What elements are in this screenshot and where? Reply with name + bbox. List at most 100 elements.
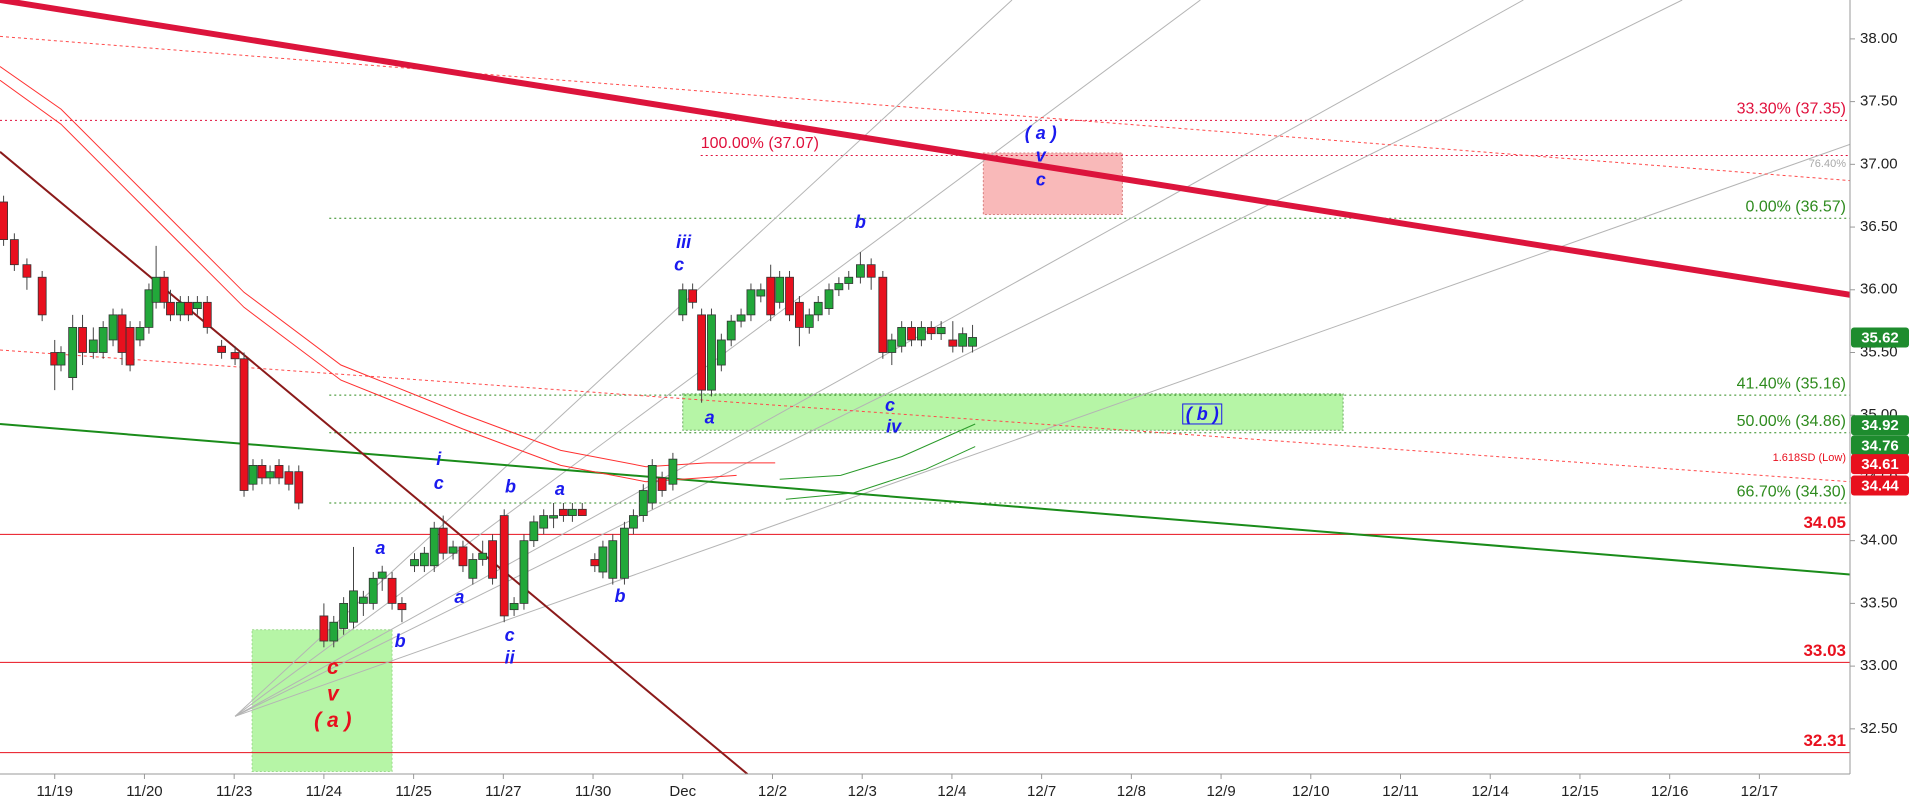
candle-body: [248, 465, 258, 485]
candle-body: [68, 327, 78, 378]
wave-label: c: [674, 255, 684, 275]
candle-body: [620, 527, 629, 579]
x-tick-label: 12/7: [1027, 783, 1056, 800]
candle-body: [878, 276, 888, 353]
fib-label: 41.40% (35.16): [1737, 375, 1846, 392]
candle-body: [339, 602, 349, 629]
y-tick-label: 37.00: [1860, 155, 1898, 172]
candle-body: [184, 301, 193, 316]
candle-body: [638, 490, 648, 516]
candle-body: [509, 602, 519, 611]
small-label: 1.618SD (Low): [1773, 452, 1846, 464]
price-tag-label: 34.61: [1861, 456, 1899, 473]
candle-body: [697, 314, 707, 391]
wave-label-box: [1182, 403, 1223, 425]
candle-body: [257, 465, 267, 479]
price-tag-label: 34.76: [1861, 437, 1899, 454]
candle-body: [844, 276, 854, 284]
wave-label: iv: [886, 417, 902, 437]
candle-body: [410, 559, 419, 567]
candle-body: [539, 515, 549, 529]
candle-body: [794, 301, 804, 328]
price-tag: [1851, 415, 1909, 436]
price-tag: [1851, 475, 1909, 496]
candle-body: [98, 327, 108, 353]
wave-label: b: [395, 631, 406, 651]
candle-body: [438, 527, 448, 554]
wave-label: b: [505, 477, 516, 497]
candle-body: [968, 337, 977, 347]
x-tick-label: 11/25: [395, 783, 431, 800]
candle-body: [688, 289, 698, 303]
candle-body: [936, 327, 946, 335]
x-tick-label: 12/15: [1561, 783, 1599, 800]
candle-body: [707, 314, 716, 391]
candle-body: [192, 301, 202, 309]
candle-body: [397, 602, 407, 611]
candle-body: [135, 327, 145, 341]
candle-body: [159, 276, 169, 303]
candle-body: [785, 276, 794, 316]
x-tick-label: 12/3: [848, 783, 877, 800]
wave-label: c: [327, 656, 339, 679]
candle-body: [590, 559, 600, 567]
candle-body: [488, 540, 497, 579]
wave-label: i: [436, 449, 442, 469]
candle-body: [294, 471, 304, 504]
y-tick-label: 36.50: [1860, 218, 1898, 235]
zone: [251, 629, 393, 772]
y-tick-label: 38.00: [1860, 30, 1898, 47]
wave-label: a: [705, 408, 715, 428]
candle-body: [813, 301, 823, 316]
price-tag-label: 35.62: [1861, 329, 1899, 346]
support-label: 32.31: [1803, 731, 1846, 750]
wave-label: a: [454, 587, 464, 607]
wave-label: ( b ): [1186, 404, 1219, 424]
candle-body: [478, 552, 488, 560]
wave-label: b: [614, 586, 625, 606]
candle-body: [468, 559, 478, 579]
candle-body: [117, 314, 127, 353]
price-tag: [1851, 327, 1909, 348]
y-tick-label: 32.50: [1860, 720, 1898, 737]
candle-body: [856, 264, 865, 278]
candle-body: [108, 314, 118, 341]
wave-label: c: [885, 395, 895, 415]
x-tick-label: 12/2: [758, 783, 787, 800]
small-label: 76.40%: [1809, 158, 1847, 170]
candle-body: [265, 471, 275, 479]
price-tag-label: 34.92: [1861, 417, 1899, 434]
x-tick-label: 11/27: [485, 783, 521, 800]
candle-body: [917, 327, 926, 341]
candle-body: [926, 327, 936, 335]
fib-label: 100.00% (37.07): [701, 135, 819, 152]
candle-body: [284, 471, 294, 485]
candle-body: [125, 327, 135, 366]
candle-body: [568, 508, 577, 516]
candle-body: [668, 458, 678, 485]
wave-label: ( a ): [1025, 123, 1057, 143]
candle-body: [448, 546, 458, 554]
candle-body: [657, 477, 667, 491]
trend-line: [234, 0, 1683, 717]
x-tick-label: Dec: [669, 783, 696, 800]
candle-body: [897, 327, 907, 347]
wave-label: ( a ): [314, 709, 351, 732]
candle-body: [419, 552, 429, 567]
x-tick-label: 12/8: [1117, 783, 1146, 800]
candle-body: [377, 571, 387, 579]
y-tick-label: 34.00: [1860, 532, 1898, 549]
support-label: 33.03: [1803, 641, 1846, 660]
candle-body: [88, 339, 98, 353]
candle-body: [834, 283, 844, 291]
candle-body: [907, 327, 916, 341]
trend-line: [0, 423, 1850, 576]
wave-label: a: [555, 479, 565, 499]
candle-body: [629, 515, 638, 529]
candle-body: [647, 465, 657, 504]
candle-body: [756, 289, 766, 297]
trend-line: [234, 0, 1524, 717]
zone: [682, 393, 1344, 431]
candle-body: [368, 577, 378, 604]
candle-body: [319, 615, 329, 642]
